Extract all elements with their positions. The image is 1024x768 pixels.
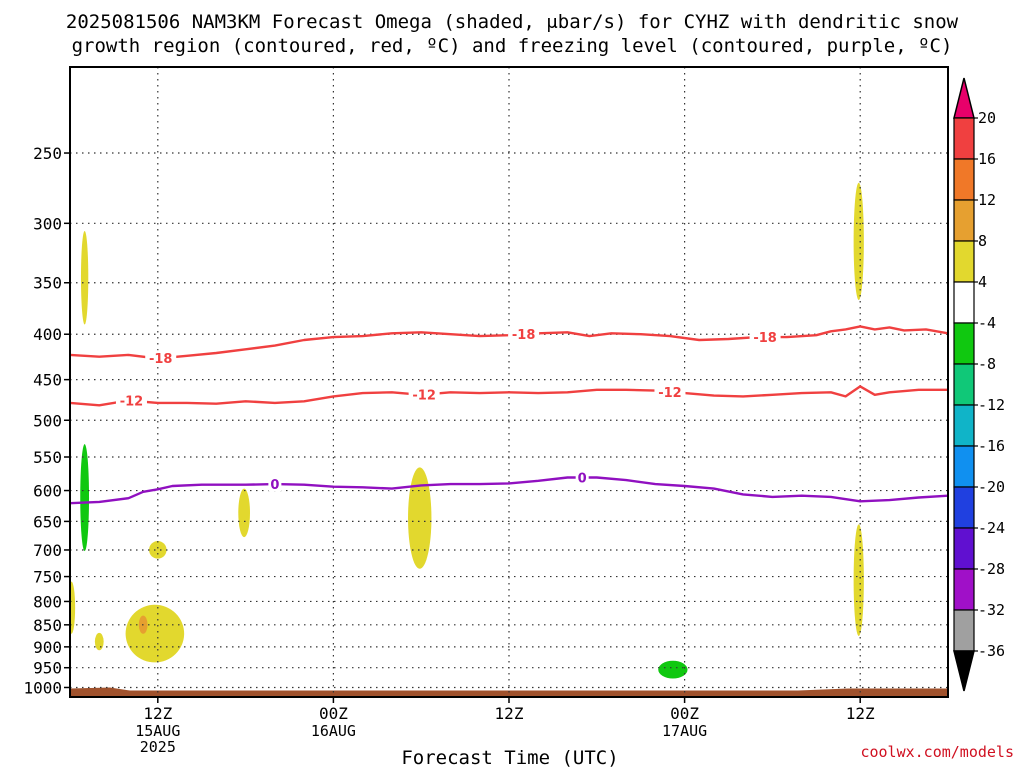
chart-title-line-1: 2025081506 NAM3KM Forecast Omega (shaded… bbox=[66, 11, 959, 33]
contour-line bbox=[70, 476, 948, 505]
colorbar-segment bbox=[953, 199, 975, 242]
contour-label: -18 bbox=[149, 352, 173, 367]
omega-shaded-area bbox=[853, 182, 864, 300]
omega-shaded-area bbox=[80, 444, 90, 552]
y-tick-label: 800 bbox=[33, 592, 62, 611]
colorbar-segment bbox=[953, 363, 975, 406]
y-tick-label: 500 bbox=[33, 411, 62, 430]
y-tick-label: 1000 bbox=[23, 678, 62, 697]
y-tick-label: 900 bbox=[33, 638, 62, 657]
x-tick-label: 12Z bbox=[495, 704, 524, 723]
y-tick-label: 950 bbox=[33, 659, 62, 678]
y-tick-label: 250 bbox=[33, 144, 62, 163]
colorbar-segment bbox=[953, 240, 975, 283]
contour-label-bg bbox=[508, 326, 540, 342]
colorbar-tick-label: -12 bbox=[978, 396, 1005, 414]
y-tick-label: 550 bbox=[33, 448, 62, 467]
omega-shaded-area bbox=[853, 524, 864, 637]
colorbar-segment bbox=[953, 609, 975, 652]
omega-shaded-area bbox=[149, 541, 167, 559]
contour-label-bg bbox=[408, 386, 440, 402]
credit-link[interactable]: coolwx.com/models bbox=[860, 743, 1014, 761]
contour-line bbox=[70, 325, 948, 360]
contour-label: 0 bbox=[270, 478, 279, 493]
y-tick-label: 750 bbox=[33, 568, 62, 587]
contour-label-bg bbox=[654, 383, 686, 399]
x-tick-date: 17AUG bbox=[662, 722, 707, 740]
y-tick-label: 350 bbox=[33, 274, 62, 293]
colorbar-segment bbox=[953, 117, 975, 160]
colorbar-tick-label: -36 bbox=[978, 642, 1005, 660]
x-tick-label: 12Z bbox=[846, 704, 875, 723]
x-tick-date: 16AUG bbox=[311, 722, 356, 740]
contour-line bbox=[70, 385, 948, 407]
x-axis-label: Forecast Time (UTC) bbox=[401, 747, 618, 768]
colorbar-tick-label: 20 bbox=[978, 109, 996, 127]
x-tick-label: 00Z bbox=[319, 704, 348, 723]
colorbar-tick-label: 8 bbox=[978, 232, 987, 250]
colorbar-tick-label: -20 bbox=[978, 478, 1005, 496]
colorbar-segment bbox=[953, 158, 975, 201]
y-tick-label: 700 bbox=[33, 541, 62, 560]
colorbar-tick-label: 12 bbox=[978, 191, 996, 209]
omega-shaded-area bbox=[408, 467, 432, 569]
y-tick-label: 850 bbox=[33, 616, 62, 635]
contour-label: -18 bbox=[512, 328, 536, 343]
colorbar-segment bbox=[953, 568, 975, 611]
colorbar-tick-label: -32 bbox=[978, 601, 1005, 619]
y-tick-label: 300 bbox=[33, 214, 62, 233]
plot-area: -18 -18 -18 -12 -12 -12 0 0 250 300 350 400 450 500 55… bbox=[23, 66, 949, 756]
x-tick-label: 12Z bbox=[143, 704, 172, 723]
contour-label-bg bbox=[115, 392, 147, 408]
omega-shaded-area bbox=[94, 632, 104, 651]
omega-shaded-area bbox=[70, 581, 76, 634]
colorbar-top-arrow bbox=[953, 77, 975, 119]
colorbar-tick-label: 4 bbox=[978, 273, 987, 291]
x-tick-date: 15AUG bbox=[135, 722, 180, 740]
x-tick-year: 2025 bbox=[140, 738, 176, 756]
omega-shaded-area bbox=[658, 660, 688, 679]
omega-shaded-area bbox=[80, 230, 89, 325]
plot-contents: -18 -18 -18 -12 -12 -12 0 0 bbox=[70, 67, 948, 697]
colorbar-tick-label: -16 bbox=[978, 437, 1005, 455]
colorbar-tick-label: -8 bbox=[978, 355, 996, 373]
colorbar: 20 16 12 8 4 -4 -8 -12 -16 -20 -24 -28 -32 -36 bbox=[953, 77, 1005, 692]
contour-label: -12 bbox=[120, 395, 144, 410]
contour-label: -12 bbox=[412, 389, 436, 404]
colorbar-segment bbox=[953, 404, 975, 447]
x-tick-label: 00Z bbox=[670, 704, 699, 723]
omega-shaded-area bbox=[238, 488, 250, 538]
y-tick-label: 450 bbox=[33, 371, 62, 390]
contour-label-bg bbox=[145, 350, 177, 366]
colorbar-tick-label: -28 bbox=[978, 560, 1005, 578]
colorbar-bottom-arrow bbox=[953, 650, 975, 692]
colorbar-segment bbox=[953, 486, 975, 529]
colorbar-tick-label: 16 bbox=[978, 150, 996, 168]
y-tick-label: 400 bbox=[33, 325, 62, 344]
contour-label-bg bbox=[268, 476, 282, 492]
colorbar-segment bbox=[953, 281, 975, 324]
colorbar-tick-label: -24 bbox=[978, 519, 1005, 537]
contour-label: 0 bbox=[578, 471, 587, 486]
y-tick-label: 650 bbox=[33, 512, 62, 531]
colorbar-segment bbox=[953, 527, 975, 570]
contour-label-bg bbox=[575, 469, 589, 485]
omega-shaded-area bbox=[125, 604, 185, 663]
chart-title-line-2: growth region (contoured, red, ºC) and f… bbox=[72, 35, 953, 57]
contour-label: -18 bbox=[753, 331, 777, 346]
y-tick-label: 600 bbox=[33, 482, 62, 501]
colorbar-tick-label: -4 bbox=[978, 314, 996, 332]
colorbar-segment bbox=[953, 445, 975, 488]
contour-label-bg bbox=[749, 329, 781, 345]
contour-label: -12 bbox=[658, 386, 682, 401]
colorbar-segment bbox=[953, 322, 975, 365]
